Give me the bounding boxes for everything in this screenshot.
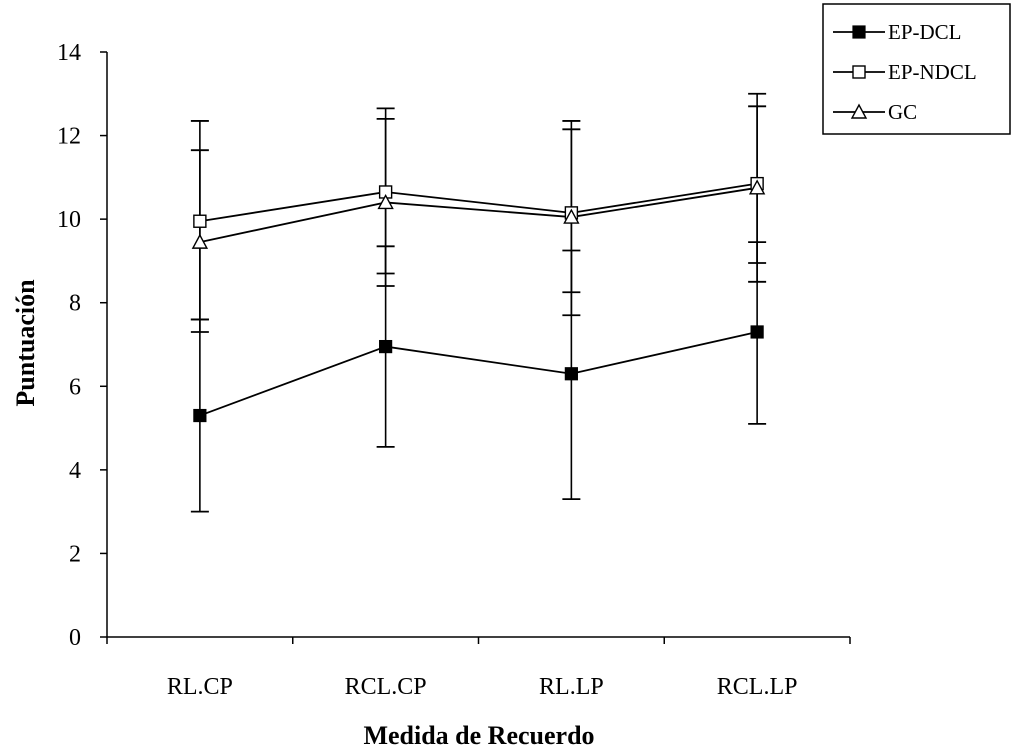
series-line	[199, 186, 758, 244]
x-tick-label: RCL.LP	[717, 674, 798, 700]
data-point	[750, 325, 764, 339]
y-tick-label: 12	[57, 124, 81, 150]
legend-marker	[852, 65, 866, 79]
y-tick-label: 10	[57, 207, 81, 233]
y-tick-label: 4	[69, 458, 81, 484]
legend-label: EP-NDCL	[888, 60, 977, 84]
series-line	[199, 182, 758, 223]
x-tick-label: RCL.CP	[345, 674, 427, 700]
legend-marker	[852, 25, 866, 39]
data-point	[564, 367, 578, 381]
legend-marker	[850, 103, 868, 119]
legend-label: EP-DCL	[888, 20, 962, 44]
error-bars	[190, 92, 767, 513]
y-tick-label: 2	[69, 541, 81, 567]
series-lines	[199, 182, 758, 417]
data-point	[563, 208, 580, 224]
series-markers	[191, 176, 766, 423]
series-line	[199, 331, 758, 417]
y-tick-label: 0	[69, 625, 81, 651]
x-tick-label: RL.CP	[167, 674, 233, 700]
y-tick-label: 14	[57, 40, 81, 66]
axes: 0 2 4 6 8 10 12 14 RL.CP RCL.CP RL.LP RCL.LP	[57, 40, 851, 700]
data-point	[748, 179, 766, 195]
data-point	[191, 233, 209, 249]
y-axis-title: Puntuación	[11, 279, 40, 407]
y-tick-label: 8	[69, 291, 81, 317]
data-point	[193, 408, 207, 423]
data-point	[193, 214, 207, 228]
data-point	[377, 193, 394, 210]
legend: EP-DCL EP-NDCL GC	[822, 3, 1011, 135]
y-tick-label: 6	[69, 374, 81, 400]
x-axis-title: Medida de Recuerdo	[363, 721, 594, 750]
x-tick-label: RL.LP	[539, 674, 604, 700]
legend-label: GC	[888, 100, 917, 124]
data-point	[379, 339, 393, 354]
